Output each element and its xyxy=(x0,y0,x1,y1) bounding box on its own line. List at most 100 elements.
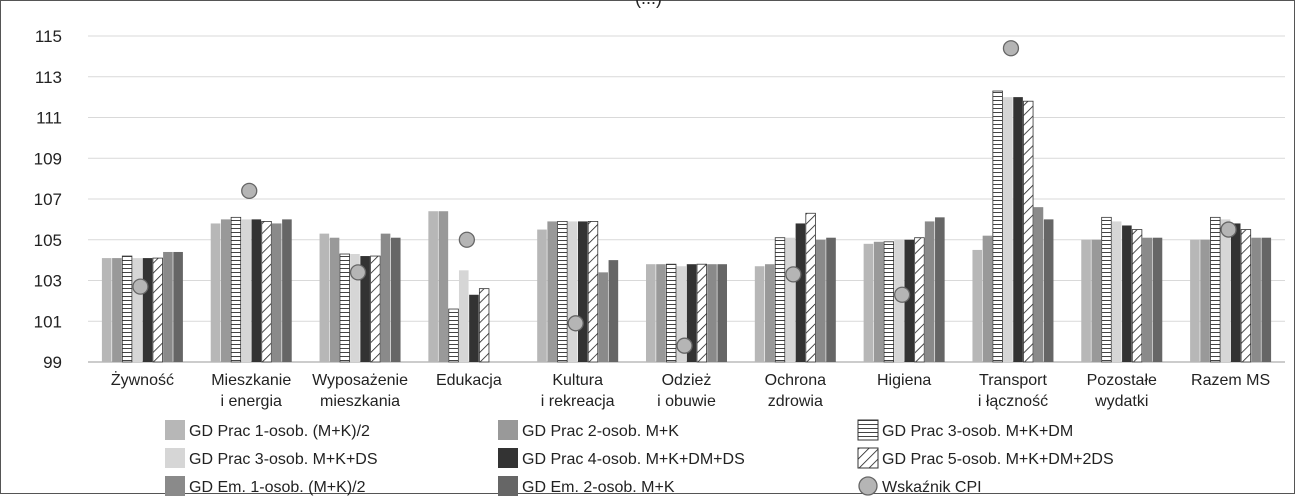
bar xyxy=(282,219,292,362)
bar xyxy=(102,258,112,362)
y-tick-label: 99 xyxy=(43,353,62,372)
bar xyxy=(371,256,381,362)
bar xyxy=(439,211,449,362)
x-axis-categories: Żywność Mieszkanie i energia Wyposażenie mie… xyxy=(111,370,1270,410)
bar xyxy=(1142,238,1152,362)
bar xyxy=(428,211,438,362)
cpi-marker xyxy=(568,316,583,331)
bar xyxy=(1241,230,1251,362)
bar xyxy=(558,221,568,362)
legend-label: GD Em. 2-osob. M+K xyxy=(522,479,675,496)
cpi-marker xyxy=(677,338,692,353)
bar xyxy=(469,295,479,362)
legend-label: GD Prac 3-osob. M+K+DS xyxy=(189,451,378,468)
legend: GD Prac 1-osob. (M+K)/2 GD Prac 2-osob. M… xyxy=(165,420,1114,496)
bar xyxy=(1231,223,1241,362)
bar xyxy=(153,258,163,362)
bar xyxy=(697,264,707,362)
bar xyxy=(391,238,401,362)
bar xyxy=(537,230,547,362)
bar xyxy=(993,91,1003,362)
bar xyxy=(231,217,241,362)
bar xyxy=(656,264,666,362)
bar xyxy=(1153,238,1163,362)
legend-swatch xyxy=(858,448,878,468)
category-label: Kultura xyxy=(552,372,603,389)
bar xyxy=(1122,225,1132,362)
y-tick-label: 107 xyxy=(34,190,62,209)
bar xyxy=(588,221,598,362)
y-axis-ticks: 99 101 103 105 107 109 111 113 115 xyxy=(34,27,62,372)
bar xyxy=(272,223,282,362)
bar xyxy=(1251,238,1261,362)
bar xyxy=(884,242,894,362)
bar xyxy=(133,258,143,362)
bar xyxy=(816,240,826,362)
bar xyxy=(717,264,727,362)
bar xyxy=(1210,217,1220,362)
bar xyxy=(874,242,884,362)
legend-swatch xyxy=(165,420,185,440)
legend-label: GD Prac 2-osob. M+K xyxy=(522,423,679,440)
y-tick-label: 105 xyxy=(34,231,62,250)
cpi-marker xyxy=(242,183,257,198)
bar xyxy=(1044,219,1054,362)
legend-swatch xyxy=(498,476,518,496)
bar xyxy=(262,221,272,362)
bar xyxy=(122,256,132,362)
category-label: zdrowia xyxy=(768,393,823,410)
bar xyxy=(1102,217,1112,362)
bar xyxy=(1081,240,1091,362)
bar xyxy=(598,272,608,362)
cpi-marker xyxy=(133,279,148,294)
category-label: Odzież xyxy=(662,372,712,389)
bar xyxy=(1132,230,1142,362)
bar xyxy=(765,264,775,362)
legend-label: GD Prac 3-osob. M+K+DM xyxy=(882,423,1073,440)
bar xyxy=(806,213,816,362)
category-label: i łączność xyxy=(978,393,1048,410)
bar xyxy=(925,221,935,362)
bar xyxy=(578,221,588,362)
legend-label: GD Prac 4-osob. M+K+DM+DS xyxy=(522,451,745,468)
bar xyxy=(340,254,350,362)
bar xyxy=(1023,101,1033,362)
bar xyxy=(330,238,340,362)
category-label: Żywność xyxy=(111,370,174,389)
bar xyxy=(143,258,153,362)
legend-label: GD Prac 1-osob. (M+K)/2 xyxy=(189,423,370,440)
bar xyxy=(547,221,557,362)
bar xyxy=(211,223,221,362)
bar xyxy=(915,238,925,362)
cpi-marker xyxy=(351,265,366,280)
bar xyxy=(707,264,717,362)
bar xyxy=(252,219,262,362)
bar xyxy=(609,260,619,362)
category-label: Ochrona xyxy=(765,372,826,389)
category-label: i rekreacja xyxy=(541,393,615,410)
category-label: wydatki xyxy=(1094,393,1148,410)
y-tick-label: 115 xyxy=(35,27,62,46)
legend-swatch xyxy=(165,448,185,468)
bar xyxy=(221,219,231,362)
bar xyxy=(1261,238,1271,362)
y-tick-label: 111 xyxy=(36,109,62,128)
bar xyxy=(826,238,836,362)
cpi-marker xyxy=(786,267,801,282)
category-label: Edukacja xyxy=(436,372,502,389)
bar xyxy=(1221,219,1231,362)
category-label: Wyposażenie xyxy=(312,372,408,389)
bar xyxy=(796,223,806,362)
bar xyxy=(935,217,945,362)
bar xyxy=(1091,240,1101,362)
bar xyxy=(320,234,330,362)
y-tick-label: 109 xyxy=(34,149,62,168)
legend-swatch xyxy=(498,448,518,468)
cpi-marker xyxy=(459,232,474,247)
category-label: Mieszkanie xyxy=(211,372,291,389)
bar xyxy=(983,236,993,362)
cpi-marker xyxy=(1221,222,1236,237)
y-tick-label: 101 xyxy=(34,312,62,331)
bar xyxy=(479,289,489,362)
